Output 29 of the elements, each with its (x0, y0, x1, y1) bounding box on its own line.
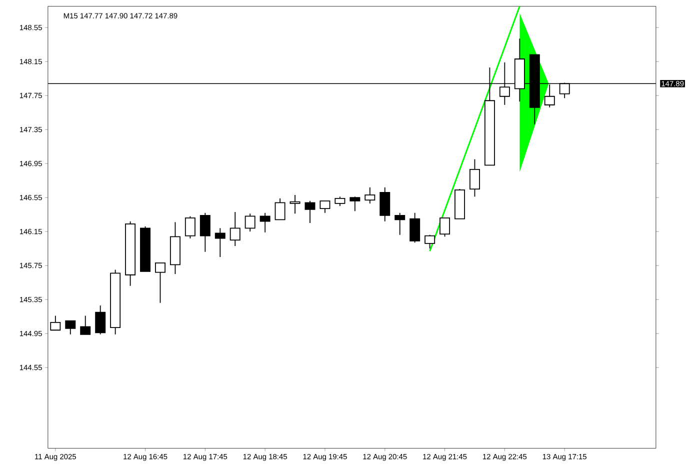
candlestick (410, 212, 420, 244)
candlestick (244, 213, 256, 232)
candlestick (350, 196, 360, 212)
candlestick (394, 212, 406, 236)
candlestick (260, 212, 270, 233)
candlestick (304, 200, 316, 224)
candlestick (125, 220, 136, 286)
candlestick (320, 200, 330, 214)
candlestick (110, 269, 121, 335)
candlestick (170, 222, 180, 274)
candlestick (364, 186, 376, 204)
candlestick (200, 212, 210, 252)
candlestick (274, 198, 286, 220)
candlestick (440, 217, 450, 238)
candlestick (454, 188, 465, 220)
candlestick (80, 315, 91, 335)
candlestick (140, 226, 151, 272)
candlestick (95, 305, 106, 335)
candlestick (290, 194, 300, 214)
candlestick (334, 196, 346, 206)
candlestick (380, 186, 390, 222)
candlestick (230, 212, 240, 246)
candlestick (155, 262, 166, 304)
candlestick (65, 320, 76, 335)
candlestick (50, 315, 61, 331)
candlestick (184, 216, 196, 239)
candlestick (469, 158, 480, 198)
candlestick (214, 228, 226, 258)
candlestick (424, 234, 436, 249)
